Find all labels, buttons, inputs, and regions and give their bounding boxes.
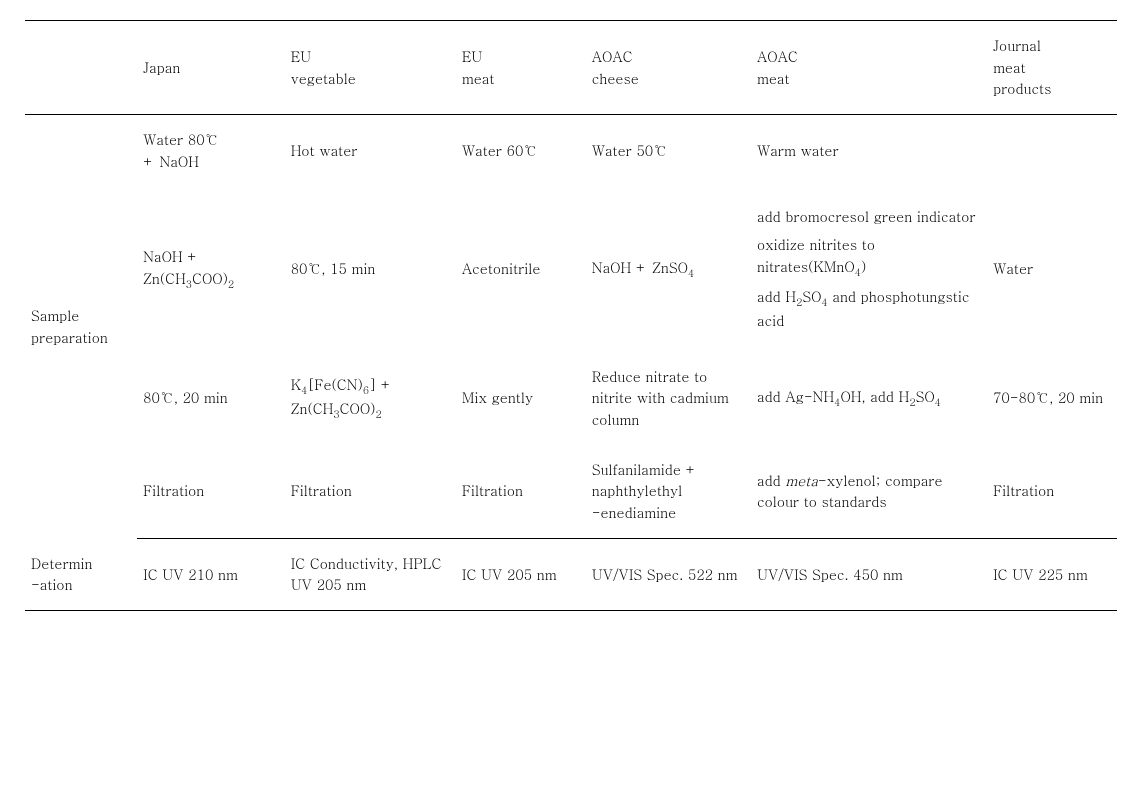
sample-prep-row-3: 80℃, 20 min K4[Fe(CN)6] + Zn(CH3COO)2 Mi… (25, 352, 1117, 445)
sp4-journal: Filtration (987, 445, 1117, 539)
sample-prep-row-1: Samplepreparation Water 80℃+ NaOH Hot wa… (25, 115, 1117, 187)
sp3-aoac-cheese: Reduce nitrate to nitrite with cadmium c… (586, 352, 751, 445)
sp2-japan: NaOH + Zn(CH3COO)2 (137, 186, 285, 351)
methods-comparison-table: Japan EUvegetable EUmeat AOACcheese AOAC… (25, 20, 1117, 611)
sp3-japan: 80℃, 20 min (137, 352, 285, 445)
sp1-journal (987, 115, 1117, 187)
sp4-aoac-meat-pre: add (757, 470, 785, 490)
header-japan: Japan (137, 21, 285, 115)
det-eu-meat: IC UV 205 nm (456, 538, 586, 610)
header-eu-meat: EUmeat (456, 21, 586, 115)
sp4-aoac-meat-ital: meta (785, 470, 818, 490)
sp3-eu-meat: Mix gently (456, 352, 586, 445)
sp4-eu-veg: Filtration (285, 445, 456, 539)
sample-prep-row-4: Filtration Filtration Filtration Sulfani… (25, 445, 1117, 539)
sp4-aoac-meat: add meta-xylenol; compare colour to stan… (751, 445, 987, 539)
rowlabel-sample-prep: Samplepreparation (25, 115, 137, 539)
determination-row: Determin-ation IC UV 210 nm IC Conductiv… (25, 538, 1117, 610)
sp1-aoac-meat: Warm water (751, 115, 987, 187)
sp2-eu-meat: Acetonitrile (456, 186, 586, 351)
det-aoac-meat: UV/VIS Spec. 450 nm (751, 538, 987, 610)
sp3-aoac-meat: add Ag-NH4OH, add H2SO4 (751, 352, 987, 445)
sp2-aoac-meat: add bromocresol green indicator oxidize … (751, 186, 987, 351)
sp2-aoac-meat-line1: add bromocresol green indicator (757, 206, 981, 228)
sp2-aoac-cheese: NaOH + ZnSO4 (586, 186, 751, 351)
sp2-journal: Water (987, 186, 1117, 351)
sp4-aoac-cheese: Sulfanilamide + naphthylethyl-enediamine (586, 445, 751, 539)
header-eu-veg: EUvegetable (285, 21, 456, 115)
sp1-aoac-cheese: Water 50℃ (586, 115, 751, 187)
sp4-eu-meat: Filtration (456, 445, 586, 539)
rowlabel-determination: Determin-ation (25, 538, 137, 610)
det-eu-veg: IC Conductivity, HPLC UV 205 nm (285, 538, 456, 610)
sp3-journal: 70-80℃, 20 min (987, 352, 1117, 445)
sample-prep-row-2: NaOH + Zn(CH3COO)2 80℃, 15 min Acetonitr… (25, 186, 1117, 351)
sp3-eu-veg: K4[Fe(CN)6] + Zn(CH3COO)2 (285, 352, 456, 445)
det-aoac-cheese: UV/VIS Spec. 522 nm (586, 538, 751, 610)
sp1-eu-meat: Water 60℃ (456, 115, 586, 187)
table-header-row: Japan EUvegetable EUmeat AOACcheese AOAC… (25, 21, 1117, 115)
sp2-aoac-meat-line3: add H2SO4 and phosphotungstic acid (757, 286, 981, 332)
sp2-eu-veg: 80℃, 15 min (285, 186, 456, 351)
sp4-japan: Filtration (137, 445, 285, 539)
sp1-eu-veg: Hot water (285, 115, 456, 187)
header-blank (25, 21, 137, 115)
header-journal: Journalmeatproducts (987, 21, 1117, 115)
det-journal: IC UV 225 nm (987, 538, 1117, 610)
sp1-japan: Water 80℃+ NaOH (137, 115, 285, 187)
det-japan: IC UV 210 nm (137, 538, 285, 610)
header-aoac-meat: AOACmeat (751, 21, 987, 115)
header-aoac-cheese: AOACcheese (586, 21, 751, 115)
sp2-aoac-meat-line2: oxidize nitrites to nitrates(KMnO4) (757, 234, 981, 280)
